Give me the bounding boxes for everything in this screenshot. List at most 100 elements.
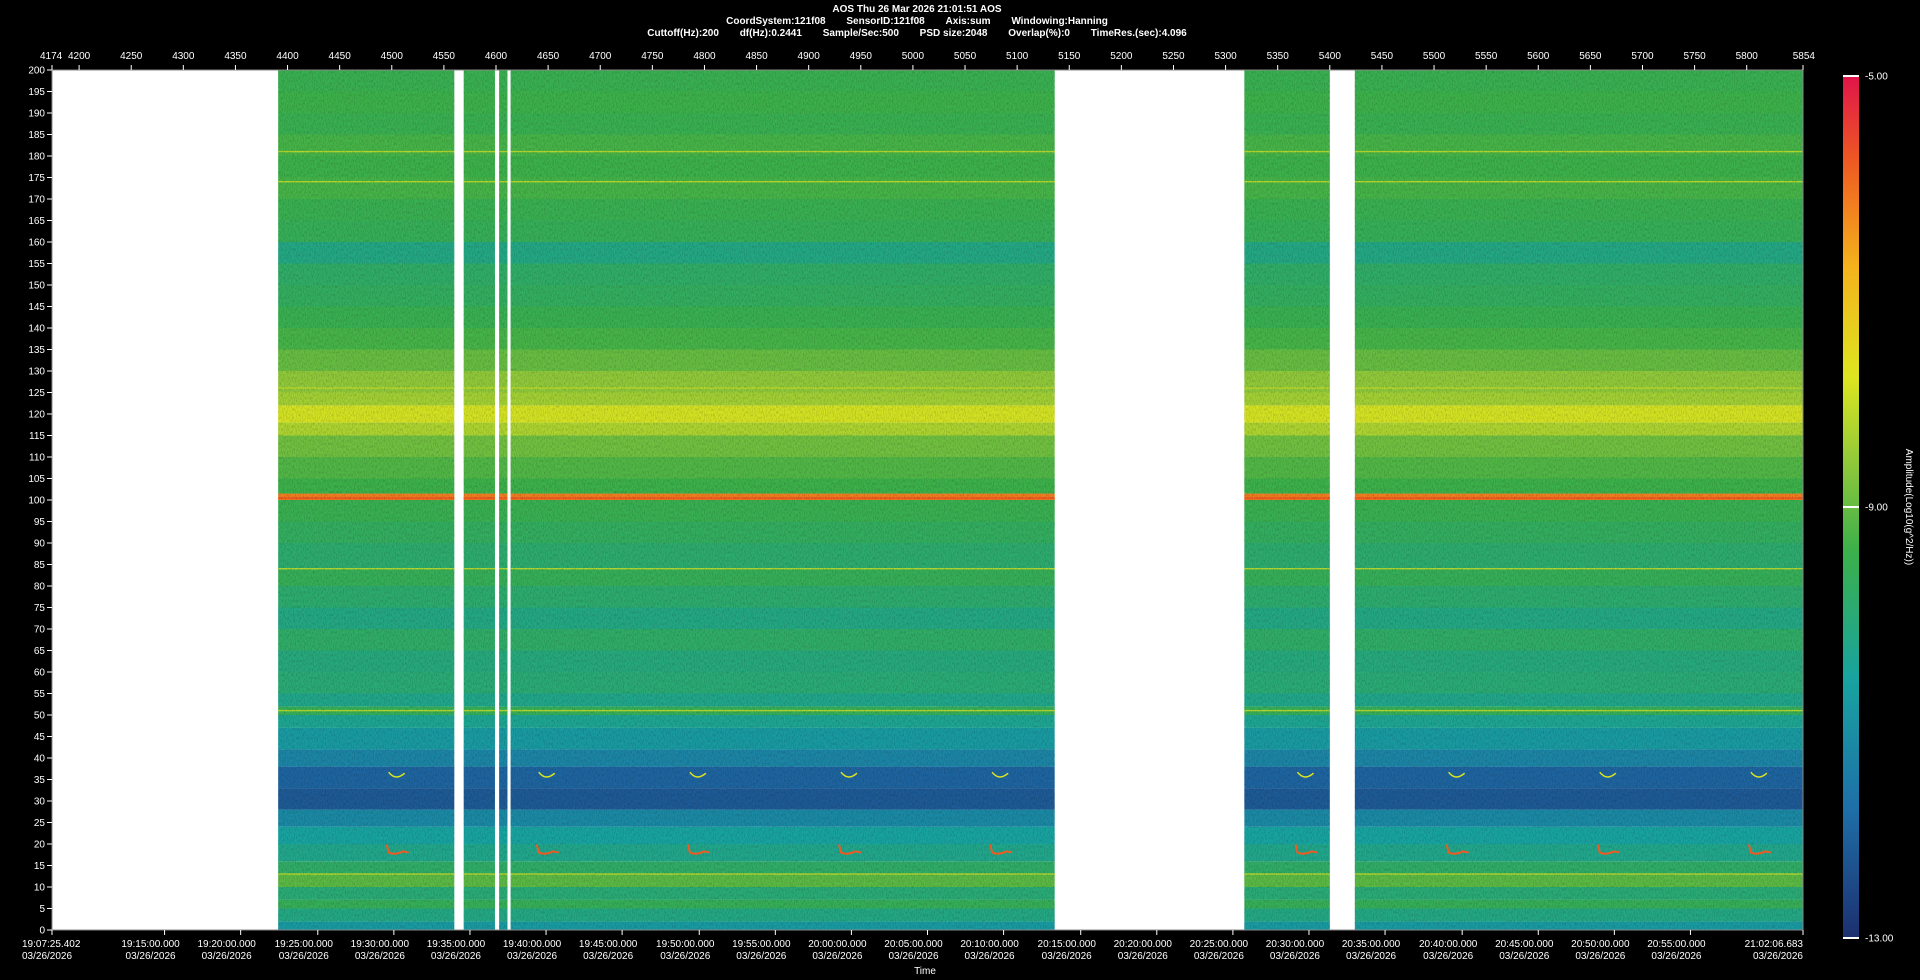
y-tick-label: 165 [28,216,45,227]
harmonic-event [1599,771,1617,778]
date-tick-label: 03/26/2026 [1118,951,1168,962]
top-tick-label: 4900 [798,51,821,62]
top-tick-label: 4700 [589,51,612,62]
plot-area[interactable] [51,69,1804,931]
date-tick-label: 03/26/2026 [279,951,329,962]
date-tick-label: 03/26/2026 [1499,951,1549,962]
y-tick-label: 30 [34,797,46,808]
y-tick-label: 15 [34,861,46,872]
time-tick-label: 20:35:00.000 [1342,939,1401,950]
noise-texture [1244,70,1330,930]
time-tick-label: 20:00:00.000 [808,939,867,950]
date-tick-label: 03/26/2026 [736,951,786,962]
y-tick-label: 150 [28,281,45,292]
time-tick-label: 20:15:00.000 [1038,939,1097,950]
y-tick-label: 20 [34,840,46,851]
harmonic-event [689,771,707,778]
date-tick-label: 03/26/2026 [1042,951,1092,962]
time-res-label: TimeRes.(sec):4.096 [1090,28,1187,39]
sample-rate-label: Sample/Sec:500 [822,28,899,39]
record-axis: 4174 4200 4250 4300 4350 4400 4450 4500 4550 4600… [40,51,1815,70]
y-tick-label: 170 [28,195,45,206]
y-tick-label: 190 [28,109,45,120]
time-tick-label: 19:30:00.000 [351,939,410,950]
top-tick-label: 5600 [1527,51,1550,62]
time-tick-label: 20:05:00.000 [884,939,943,950]
top-tick-label: 5250 [1162,51,1185,62]
y-tick-label: 200 [28,66,45,77]
y-tick-label: 10 [34,883,46,894]
date-tick-label: 03/26/2026 [1423,951,1473,962]
x-axis-label: Time [914,966,936,977]
time-tick-label: 19:35:00.000 [427,939,486,950]
sensor-id-label: SensorID:121f08 [846,16,925,27]
harmonic-event [838,844,862,855]
top-tick-label: 5200 [1110,51,1133,62]
time-tick-label: 20:20:00.000 [1114,939,1173,950]
y-tick-label: 105 [28,474,45,485]
noise-texture [278,70,455,930]
date-tick-label: 03/26/2026 [812,951,862,962]
date-tick-label: 03/26/2026 [1753,951,1803,962]
harmonic-event [535,844,559,855]
time-tick-label: 19:45:00.000 [579,939,638,950]
top-tick-label: 4950 [850,51,873,62]
date-tick-label: 03/26/2026 [22,951,72,962]
header-psd-info: Cuttoff(Hz):200 df(Hz):0.2441 Sample/Sec… [0,28,1834,40]
time-tick-label: 19:50:00.000 [656,939,715,950]
overlap-label: Overlap(%):0 [1008,28,1070,39]
windowing-label: Windowing:Hanning [1011,16,1108,27]
data-segment [278,70,455,930]
time-tick-label: 20:40:00.000 [1419,939,1478,950]
data-segment [499,70,508,930]
time-axis: 19:07:25.40203/26/202619:15:00.00003/26/… [22,930,1804,962]
top-tick-label: 5650 [1579,51,1602,62]
top-tick-label: 4750 [641,51,664,62]
time-tick-label: 19:25:00.000 [275,939,334,950]
top-tick-label: 5500 [1423,51,1446,62]
top-tick-label: 5550 [1475,51,1498,62]
date-tick-label: 03/26/2026 [202,951,252,962]
y-tick-label: 5 [39,904,45,915]
time-tick-label: 19:40:00.000 [503,939,562,950]
header-title: AOS Thu 26 Mar 2026 21:01:51 AOS [832,4,1002,15]
date-tick-label: 03/26/2026 [355,951,405,962]
top-tick-label: 5350 [1267,51,1290,62]
y-tick-label: 85 [34,560,46,571]
y-tick-label: 40 [34,754,46,765]
harmonic-event [1750,771,1768,778]
time-tick-label: 19:55:00.000 [732,939,791,950]
top-tick-label: 4850 [745,51,768,62]
harmonic-event [1445,844,1469,855]
top-tick-label: 5854 [1793,51,1816,62]
frequency-axis: 0 5 10 15 20 25 30 35 40 45 50 55 60 65 70 75 80 85 90 95 10… [28,66,52,937]
noise-texture [499,70,508,930]
date-tick-label: 03/26/2026 [1575,951,1625,962]
harmonic-event [989,844,1013,855]
harmonic-event [1294,844,1318,855]
date-tick-label: 03/26/2026 [888,951,938,962]
y-tick-label: 110 [29,453,45,464]
time-tick-label: 19:20:00.000 [197,939,256,950]
colorbar-label: Amplitude(Log10(g^2/Hz)) [1903,449,1914,565]
harmonic-event [1448,771,1466,778]
date-tick-label: 03/26/2026 [583,951,633,962]
time-tick-label: 20:10:00.000 [960,939,1019,950]
top-tick-label: 4400 [276,51,299,62]
date-tick-label: 03/26/2026 [1194,951,1244,962]
y-tick-label: 75 [34,603,46,614]
y-tick-label: 140 [28,324,45,335]
harmonic-event [1296,771,1314,778]
data-segment [1354,70,1803,930]
date-tick-label: 03/26/2026 [965,951,1015,962]
chart-header: AOS Thu 26 Mar 2026 21:01:51 AOS CoordSy… [0,4,1834,40]
y-tick-label: 135 [28,345,45,356]
axis-label: Axis:sum [945,16,991,27]
data-segment [463,70,495,930]
time-tick-label: 20:45:00.000 [1495,939,1554,950]
harmonic-event [1747,844,1772,855]
top-tick-label: 4650 [537,51,560,62]
data-segment [1244,70,1330,930]
coord-system-label: CoordSystem:121f08 [726,16,826,27]
time-tick-label: 20:50:00.000 [1571,939,1630,950]
